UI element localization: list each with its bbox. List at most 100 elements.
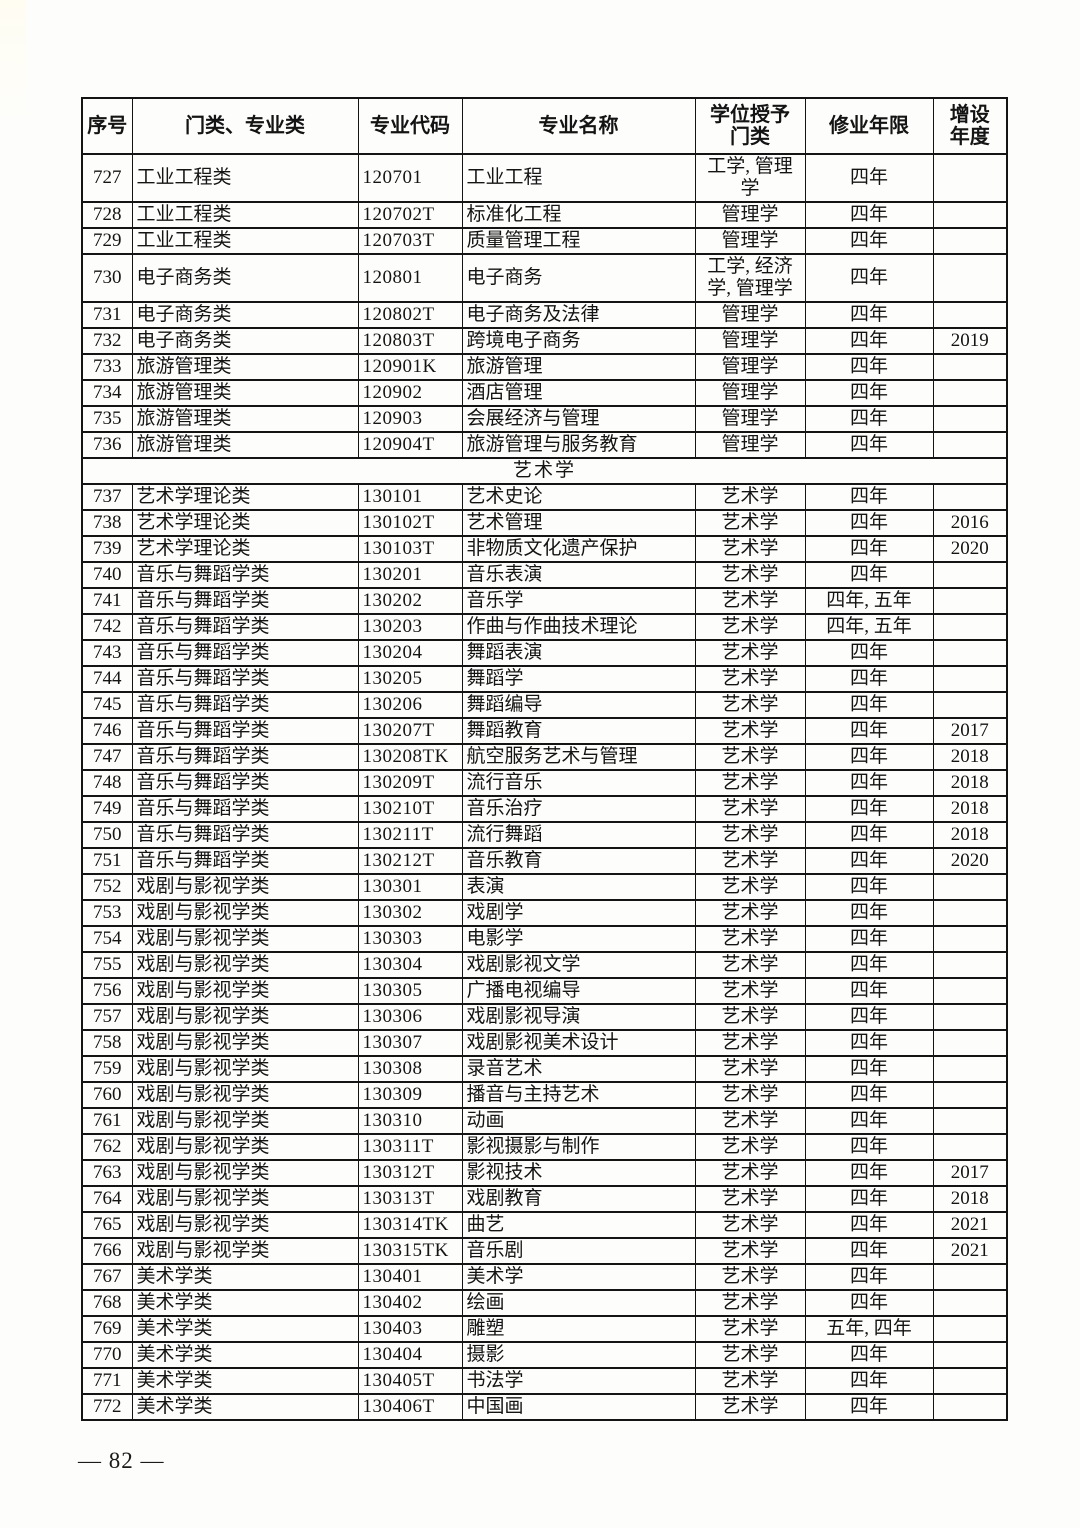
table-row: 743 音乐与舞蹈学类 130204 舞蹈表演 艺术学 四年 [81, 639, 1008, 667]
table-cell [932, 301, 1008, 329]
table-cell: 艺术学 [694, 847, 806, 875]
table-row: 757 戏剧与影视学类 130306 戏剧影视导演 艺术学 四年 [81, 1003, 1008, 1031]
table-row: 761 戏剧与影视学类 130310 动画 艺术学 四年 [81, 1107, 1008, 1135]
table-row: 756 戏剧与影视学类 130305 广播电视编导 艺术学 四年 [81, 977, 1008, 1005]
table-cell: 767 [81, 1263, 133, 1291]
table-row: 754 戏剧与影视学类 130303 电影学 艺术学 四年 [81, 925, 1008, 953]
table-cell: 非物质文化遗产保护 [461, 535, 696, 563]
table-cell: 四年 [804, 153, 934, 203]
table-cell: 工学, 经济学, 管理学 [694, 253, 806, 303]
table-cell: 742 [81, 613, 133, 641]
table-cell: 中国画 [461, 1393, 696, 1421]
table-cell: 艺术管理 [461, 509, 696, 537]
table-cell: 管理学 [694, 431, 806, 459]
table-cell: 艺术学 [694, 1133, 806, 1161]
table-cell: 管理学 [694, 301, 806, 329]
table-cell [932, 405, 1008, 433]
table-cell: 四年 [804, 821, 934, 849]
table-cell: 音乐与舞蹈学类 [131, 847, 359, 875]
table-cell: 四年 [804, 405, 934, 433]
table-cell: 美术学类 [131, 1289, 359, 1317]
table-cell: 四年 [804, 1237, 934, 1265]
table-cell: 2018 [932, 1185, 1008, 1213]
table-cell: 戏剧学 [461, 899, 696, 927]
table-cell: 艺术学 [694, 613, 806, 641]
table-cell: 130203 [357, 613, 463, 641]
table-row: 734 旅游管理类 120902 酒店管理 管理学 四年 [81, 379, 1008, 407]
table-cell: 艺术学 [694, 1185, 806, 1213]
table-cell: 戏剧影视美术设计 [461, 1029, 696, 1057]
scan-edge-artifact [0, 0, 26, 120]
table-row: 744 音乐与舞蹈学类 130205 舞蹈学 艺术学 四年 [81, 665, 1008, 693]
table-cell [932, 873, 1008, 901]
table-cell: 雕塑 [461, 1315, 696, 1343]
table-cell: 130312T [357, 1159, 463, 1187]
table-cell: 750 [81, 821, 133, 849]
table-cell: 四年 [804, 1185, 934, 1213]
table-cell: 旅游管理与服务教育 [461, 431, 696, 459]
table-cell [932, 613, 1008, 641]
table-cell: 舞蹈教育 [461, 717, 696, 745]
table-row: 736 旅游管理类 120904T 旅游管理与服务教育 管理学 四年 [81, 431, 1008, 459]
table-cell: 120902 [357, 379, 463, 407]
table-row: 732 电子商务类 120803T 跨境电子商务 管理学 四年 2019 [81, 327, 1008, 355]
table-cell: 130209T [357, 769, 463, 797]
table-cell: 艺术学理论类 [131, 509, 359, 537]
table-cell: 管理学 [694, 353, 806, 381]
table-cell: 四年 [804, 1159, 934, 1187]
table-cell: 738 [81, 509, 133, 537]
table-cell: 130206 [357, 691, 463, 719]
table-cell: 130101 [357, 483, 463, 511]
table-row: 769 美术学类 130403 雕塑 艺术学 五年, 四年 [81, 1315, 1008, 1343]
table-cell: 音乐剧 [461, 1237, 696, 1265]
table-cell: 工业工程类 [131, 227, 359, 255]
table-row: 735 旅游管理类 120903 会展经济与管理 管理学 四年 [81, 405, 1008, 433]
table-cell: 四年 [804, 977, 934, 1005]
table-cell: 四年 [804, 1263, 934, 1291]
table-cell: 戏剧教育 [461, 1185, 696, 1213]
table-row: 767 美术学类 130401 美术学 艺术学 四年 [81, 1263, 1008, 1291]
table-cell: 艺术学 [694, 1081, 806, 1109]
table-cell: 130308 [357, 1055, 463, 1083]
table-row: 766 戏剧与影视学类 130315TK 音乐剧 艺术学 四年 2021 [81, 1237, 1008, 1265]
table-cell: 四年 [804, 483, 934, 511]
table-cell: 旅游管理类 [131, 405, 359, 433]
table-cell: 艺术学 [694, 925, 806, 953]
table-cell: 743 [81, 639, 133, 667]
table-cell: 130313T [357, 1185, 463, 1213]
table-cell: 作曲与作曲技术理论 [461, 613, 696, 641]
table-cell [932, 1133, 1008, 1161]
table-cell: 舞蹈表演 [461, 639, 696, 667]
table-cell [932, 483, 1008, 511]
table-cell: 130310 [357, 1107, 463, 1135]
table-cell: 772 [81, 1393, 133, 1421]
table-cell: 752 [81, 873, 133, 901]
table-cell: 747 [81, 743, 133, 771]
table-cell: 734 [81, 379, 133, 407]
table-cell: 130315TK [357, 1237, 463, 1265]
column-header-5: 修业年限 [804, 97, 934, 155]
table-cell: 戏剧与影视学类 [131, 1185, 359, 1213]
table-cell: 130403 [357, 1315, 463, 1343]
table-cell: 艺术学 [694, 535, 806, 563]
table-row: 764 戏剧与影视学类 130313T 戏剧教育 艺术学 四年 2018 [81, 1185, 1008, 1213]
table-cell: 戏剧与影视学类 [131, 1211, 359, 1239]
table-cell: 质量管理工程 [461, 227, 696, 255]
table-row: 753 戏剧与影视学类 130302 戏剧学 艺术学 四年 [81, 899, 1008, 927]
table-cell: 130102T [357, 509, 463, 537]
column-header-0: 序号 [81, 97, 133, 155]
table-cell: 跨境电子商务 [461, 327, 696, 355]
table-cell: 流行舞蹈 [461, 821, 696, 849]
table-cell: 130301 [357, 873, 463, 901]
table-cell: 2018 [932, 795, 1008, 823]
table-row: 768 美术学类 130402 绘画 艺术学 四年 [81, 1289, 1008, 1317]
table-cell: 戏剧与影视学类 [131, 1107, 359, 1135]
table-cell: 120801 [357, 253, 463, 303]
table-cell: 四年, 五年 [804, 613, 934, 641]
table-cell: 绘画 [461, 1289, 696, 1317]
table-cell: 戏剧与影视学类 [131, 1133, 359, 1161]
table-cell: 2017 [932, 717, 1008, 745]
table-cell: 艺术学 [694, 1029, 806, 1057]
table-cell: 120702T [357, 201, 463, 229]
table-cell: 艺术学 [694, 873, 806, 901]
